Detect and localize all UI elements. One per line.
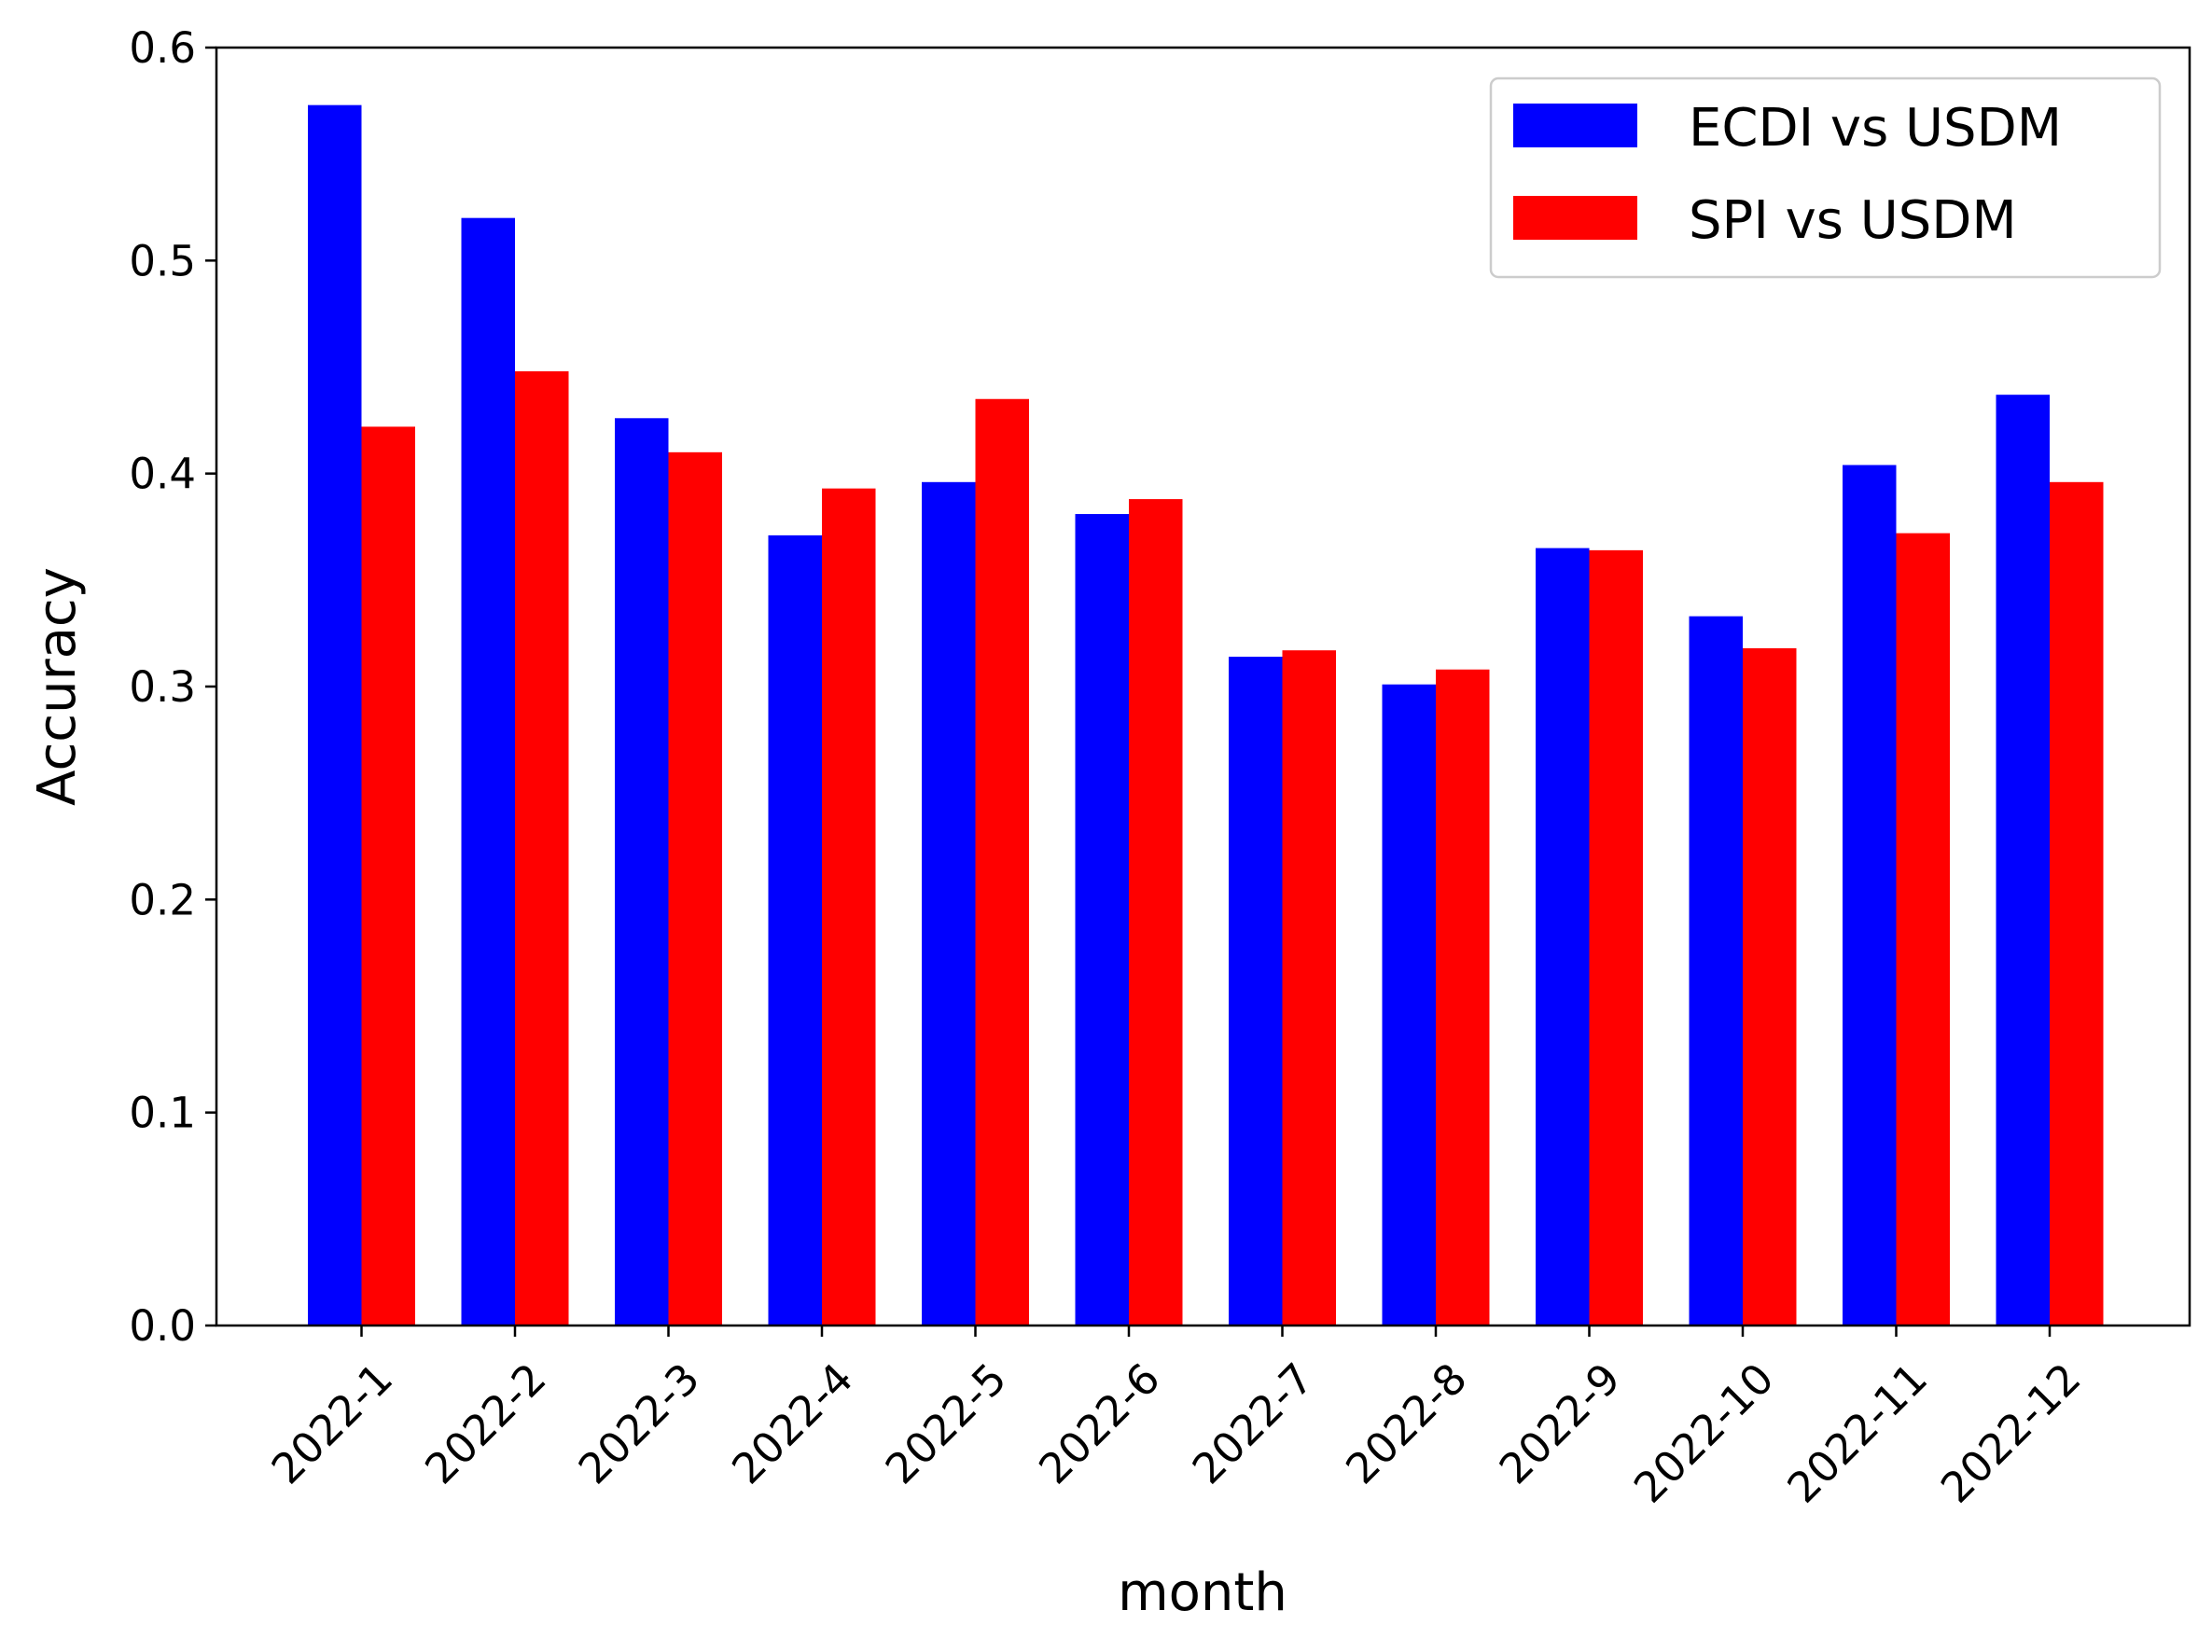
bar-ecdi-2022-5 xyxy=(922,481,976,1326)
bars-layer xyxy=(308,104,2104,1326)
x-tick-label: 2022-7 xyxy=(1183,1354,1323,1493)
y-axis: 0.0 0.1 0.2 0.3 0.4 0.5 0.6 xyxy=(129,23,216,1351)
bar-spi-2022-5 xyxy=(975,398,1029,1326)
bar-spi-2022-11 xyxy=(1896,533,1950,1326)
x-tick-label: 2022-12 xyxy=(1931,1354,2090,1512)
bar-ecdi-2022-4 xyxy=(768,534,822,1326)
x-tick-label: 2022-9 xyxy=(1490,1354,1630,1493)
bar-spi-2022-12 xyxy=(2050,481,2104,1326)
bar-spi-2022-6 xyxy=(1129,499,1183,1326)
bar-spi-2022-8 xyxy=(1436,669,1490,1326)
bar-ecdi-2022-8 xyxy=(1382,684,1436,1326)
x-axis: 2022-1 2022-2 2022-3 2022-4 2022-5 2022-6 2022… xyxy=(262,1326,2091,1512)
x-tick-label: 2022-2 xyxy=(415,1354,555,1493)
legend-label-spi: SPI vs USDM xyxy=(1689,190,2017,251)
y-tick-label: 0.1 xyxy=(129,1089,196,1138)
x-tick-label: 2022-3 xyxy=(569,1354,709,1493)
x-tick-label: 2022-11 xyxy=(1778,1354,1937,1512)
x-tick-label: 2022-5 xyxy=(876,1354,1016,1493)
bar-ecdi-2022-9 xyxy=(1536,548,1590,1326)
bar-ecdi-2022-1 xyxy=(308,104,362,1326)
bar-ecdi-2022-6 xyxy=(1075,514,1129,1326)
x-tick-label: 2022-6 xyxy=(1029,1354,1169,1493)
y-tick-label: 0.2 xyxy=(129,875,196,924)
x-tick-label: 2022-1 xyxy=(262,1354,402,1493)
bar-spi-2022-1 xyxy=(361,426,415,1326)
bar-ecdi-2022-10 xyxy=(1689,616,1743,1326)
bar-ecdi-2022-7 xyxy=(1229,657,1283,1326)
x-tick-label: 2022-4 xyxy=(722,1354,862,1493)
y-tick-label: 0.6 xyxy=(129,23,196,73)
y-tick-label: 0.0 xyxy=(129,1301,196,1351)
y-tick-label: 0.5 xyxy=(129,236,196,285)
legend-swatch-ecdi xyxy=(1513,104,1637,147)
bar-spi-2022-2 xyxy=(515,371,569,1326)
bar-spi-2022-10 xyxy=(1743,647,1797,1326)
bar-ecdi-2022-2 xyxy=(461,217,515,1326)
y-tick-label: 0.4 xyxy=(129,450,196,499)
x-tick-label: 2022-8 xyxy=(1336,1354,1476,1493)
y-tick-label: 0.3 xyxy=(129,662,196,712)
bar-spi-2022-9 xyxy=(1589,549,1643,1326)
bar-ecdi-2022-3 xyxy=(615,418,669,1326)
x-axis-title: month xyxy=(1118,1562,1287,1623)
x-tick-label: 2022-10 xyxy=(1624,1354,1783,1512)
bar-spi-2022-3 xyxy=(668,451,722,1326)
bar-ecdi-2022-11 xyxy=(1843,465,1897,1326)
bar-ecdi-2022-12 xyxy=(1996,395,2050,1326)
bar-spi-2022-7 xyxy=(1282,650,1336,1326)
legend: ECDI vs USDM SPI vs USDM xyxy=(1489,76,2162,279)
legend-swatch-spi xyxy=(1513,196,1637,240)
legend-label-ecdi: ECDI vs USDM xyxy=(1689,98,2062,159)
legend-box xyxy=(1489,76,2162,279)
bar-spi-2022-4 xyxy=(822,488,876,1326)
y-axis-title: Accuracy xyxy=(27,567,88,806)
